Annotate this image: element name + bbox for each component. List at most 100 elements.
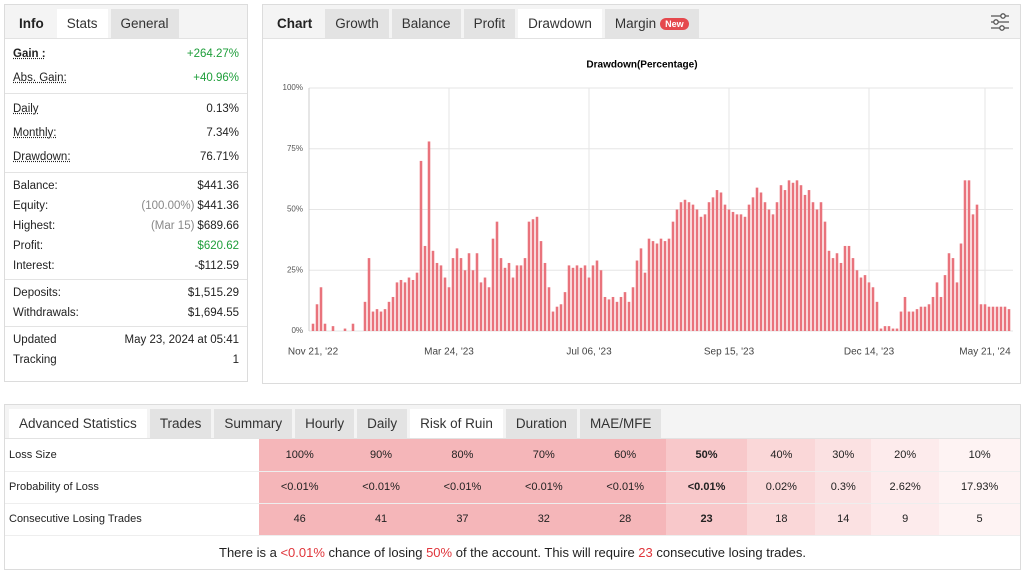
stat-note: (100.00%) bbox=[141, 200, 195, 212]
stat-label: Deposits: bbox=[13, 287, 61, 299]
bar bbox=[795, 180, 799, 331]
highlight: 50% bbox=[426, 544, 453, 560]
stat-row: Monthly: 7.34% bbox=[13, 121, 239, 145]
tab[interactable]: Trades bbox=[149, 409, 212, 438]
bar bbox=[507, 262, 511, 331]
table-cell: 46 bbox=[259, 503, 341, 536]
bar bbox=[659, 238, 663, 331]
advanced-panel: Advanced Statistics Trades Summary Hourly Da… bbox=[4, 404, 1021, 570]
stat-value: $441.36 bbox=[197, 180, 239, 192]
bar bbox=[311, 323, 315, 331]
bar bbox=[835, 253, 839, 331]
table-cell: 2.62% bbox=[871, 471, 940, 504]
tab[interactable]: Profit bbox=[463, 9, 516, 38]
bar bbox=[591, 265, 595, 331]
bar bbox=[655, 243, 659, 331]
bar bbox=[827, 250, 831, 331]
stat-row: Tracking 1 bbox=[13, 350, 239, 370]
bar bbox=[675, 209, 679, 331]
stat-value: May 23, 2024 at 05:41 bbox=[124, 334, 239, 346]
tab[interactable]: Growth bbox=[325, 9, 389, 38]
stat-value-wrap: +40.96% bbox=[193, 72, 239, 84]
summary-text: consecutive losing trades. bbox=[652, 544, 806, 560]
tab[interactable]: Balance bbox=[391, 9, 461, 38]
bar bbox=[927, 304, 931, 331]
bar bbox=[923, 306, 927, 331]
tab[interactable]: Duration bbox=[505, 409, 577, 438]
tab[interactable]: Stats bbox=[56, 9, 108, 38]
bar bbox=[971, 214, 975, 331]
bar bbox=[947, 253, 951, 331]
bar bbox=[915, 309, 919, 331]
advanced-tabs: Advanced Statistics Trades Summary Hourly Da… bbox=[5, 405, 1020, 439]
bar bbox=[823, 221, 827, 331]
stat-value: 1 bbox=[232, 354, 239, 366]
table-cell: 0.02% bbox=[747, 471, 816, 504]
chart-title: Drawdown(Percentage) bbox=[586, 60, 697, 71]
x-tick-label: Jul 06, '23 bbox=[566, 347, 612, 358]
bar bbox=[487, 287, 491, 331]
bar bbox=[687, 202, 691, 331]
highlight: 23 bbox=[638, 544, 653, 560]
bar bbox=[615, 301, 619, 331]
bar bbox=[875, 301, 879, 331]
tab[interactable]: Margin New bbox=[604, 9, 699, 38]
bar bbox=[471, 270, 475, 331]
bar bbox=[491, 238, 495, 331]
bar bbox=[363, 301, 367, 331]
bar bbox=[999, 306, 1003, 331]
settings-icon[interactable] bbox=[990, 13, 1010, 31]
bar bbox=[403, 282, 407, 331]
stat-row: Gain : +264.27% bbox=[13, 42, 239, 66]
bar bbox=[367, 258, 371, 331]
bar bbox=[707, 202, 711, 331]
tab[interactable]: Summary bbox=[214, 409, 293, 438]
tab: Info bbox=[19, 16, 44, 31]
bar bbox=[455, 248, 459, 331]
bar bbox=[663, 241, 667, 331]
y-tick-label: 25% bbox=[287, 265, 303, 274]
summary-text: of the account. This will require bbox=[452, 544, 639, 560]
summary-text: chance of losing bbox=[324, 544, 427, 560]
bar bbox=[607, 299, 611, 331]
bar bbox=[579, 267, 583, 331]
bar bbox=[543, 262, 547, 331]
stat-value-wrap: May 23, 2024 at 05:41 bbox=[125, 334, 239, 346]
bar bbox=[643, 272, 647, 331]
bar bbox=[431, 250, 435, 331]
stat-label: Gain : bbox=[13, 48, 46, 60]
chart-tabs: Chart Growth Balance Profit Drawdown Margin Ne… bbox=[263, 5, 1020, 39]
bar bbox=[859, 277, 863, 331]
bar bbox=[383, 309, 387, 331]
bar bbox=[499, 258, 503, 331]
bar bbox=[743, 216, 747, 331]
bar bbox=[731, 211, 735, 331]
tab[interactable]: General bbox=[110, 9, 179, 38]
bar bbox=[759, 192, 763, 331]
bar bbox=[479, 282, 483, 331]
summary-text: There is a bbox=[219, 544, 281, 560]
bar bbox=[979, 304, 983, 331]
bar bbox=[991, 306, 995, 331]
bar bbox=[791, 182, 795, 331]
tab[interactable]: Daily bbox=[357, 409, 408, 438]
bar bbox=[475, 253, 479, 331]
bar bbox=[911, 311, 915, 331]
tab[interactable]: MAE/MFE bbox=[579, 409, 662, 438]
bar bbox=[839, 262, 843, 331]
tab[interactable]: Risk of Ruin bbox=[410, 409, 503, 438]
stat-label: Updated bbox=[13, 334, 57, 346]
bar bbox=[887, 326, 891, 331]
table-cell: 90% bbox=[340, 439, 422, 472]
stat-value-wrap: -$112.59 bbox=[194, 260, 239, 272]
bar bbox=[691, 204, 695, 331]
drawdown-chart: Drawdown(Percentage) 0% 25% 50% 75% 100% Nov … bbox=[283, 60, 1013, 358]
bar bbox=[611, 296, 615, 331]
stat-value-wrap: +264.27% bbox=[187, 48, 239, 60]
bar bbox=[851, 258, 855, 331]
tab[interactable]: Drawdown bbox=[518, 9, 602, 38]
table-cell: 5 bbox=[939, 503, 1020, 536]
tab[interactable]: Hourly bbox=[295, 409, 355, 438]
bar bbox=[735, 214, 739, 331]
